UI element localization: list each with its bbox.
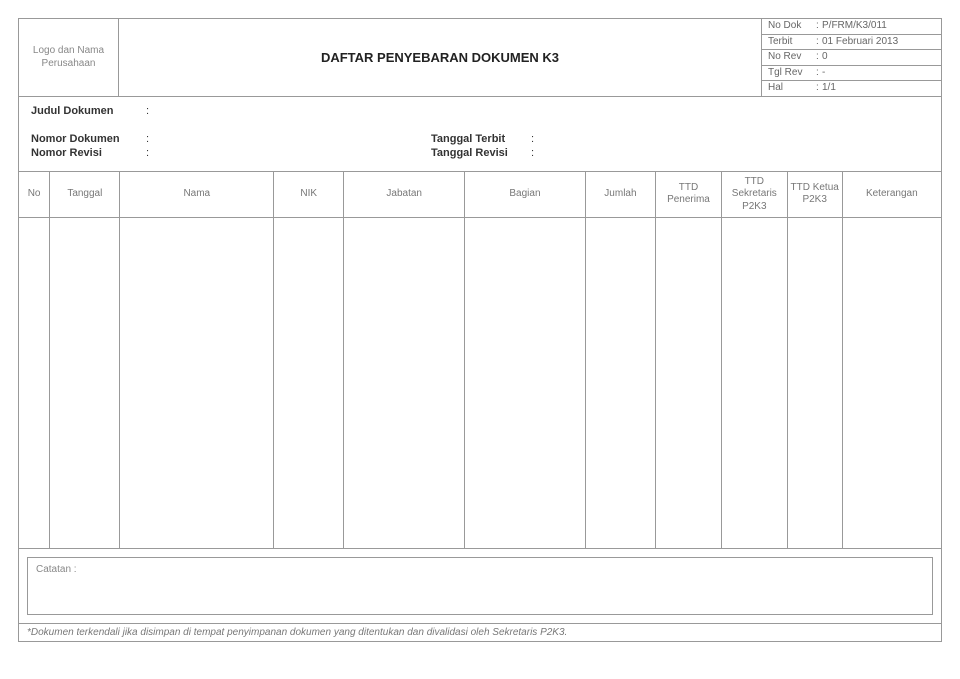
doc-meta: No Dok : P/FRM/K3/011 Terbit : 01 Februa… <box>761 19 941 96</box>
info-row-1: Nomor Dokumen : Tanggal Terbit : <box>31 133 929 145</box>
meta-row-norev: No Rev : 0 <box>762 50 941 66</box>
table-col-header: Keterangan <box>842 172 941 218</box>
table-col-header: Tanggal <box>50 172 120 218</box>
footer-note: *Dokumen terkendali jika disimpan di tem… <box>19 623 941 641</box>
doc-info: Judul Dokumen : Nomor Dokumen : Tanggal … <box>19 97 941 172</box>
header: Logo dan Nama Perusahaan DAFTAR PENYEBAR… <box>19 19 941 97</box>
meta-row-terbit: Terbit : 01 Februari 2013 <box>762 35 941 51</box>
info-colon: : <box>146 133 154 145</box>
meta-row-tglrev: Tgl Rev : - <box>762 66 941 82</box>
table-cell <box>465 218 586 548</box>
meta-label: No Rev <box>768 51 816 64</box>
table-cell <box>787 218 842 548</box>
table-cell <box>656 218 722 548</box>
table-header-row: NoTanggalNamaNIKJabatanBagianJumlahTTD P… <box>19 172 941 218</box>
table-cell <box>842 218 941 548</box>
info-label: Tanggal Terbit <box>431 133 531 145</box>
meta-value: 0 <box>822 51 935 64</box>
meta-label: No Dok <box>768 20 816 33</box>
info-row-2: Nomor Revisi : Tanggal Revisi : <box>31 147 929 159</box>
table-body-row <box>19 218 941 548</box>
table-cell <box>721 218 787 548</box>
info-label: Tanggal Revisi <box>431 147 531 159</box>
distribution-table: NoTanggalNamaNIKJabatanBagianJumlahTTD P… <box>19 172 941 548</box>
meta-value: - <box>822 67 935 80</box>
info-label: Nomor Dokumen <box>31 133 146 145</box>
meta-row-hal: Hal : 1/1 <box>762 81 941 96</box>
info-colon: : <box>146 147 154 159</box>
table-cell <box>274 218 344 548</box>
meta-label: Terbit <box>768 36 816 49</box>
form-document: Logo dan Nama Perusahaan DAFTAR PENYEBAR… <box>18 18 942 642</box>
table-col-header: Bagian <box>465 172 586 218</box>
table-col-header: Jumlah <box>585 172 655 218</box>
table-cell <box>19 218 50 548</box>
meta-label: Hal <box>768 82 816 95</box>
info-value <box>154 133 431 145</box>
info-value <box>154 105 929 117</box>
meta-value: P/FRM/K3/011 <box>822 20 935 33</box>
info-judul: Judul Dokumen : <box>31 105 929 117</box>
info-value <box>154 147 431 159</box>
meta-label: Tgl Rev <box>768 67 816 80</box>
meta-value: 1/1 <box>822 82 935 95</box>
table-col-header: NIK <box>274 172 344 218</box>
logo-text: Logo dan Nama Perusahaan <box>25 44 112 70</box>
table-col-header: No <box>19 172 50 218</box>
form-title: DAFTAR PENYEBARAN DOKUMEN K3 <box>119 19 761 96</box>
info-colon: : <box>531 147 539 159</box>
table-col-header: TTD Ketua P2K3 <box>787 172 842 218</box>
notes-box: Catatan : <box>27 557 933 615</box>
meta-value: 01 Februari 2013 <box>822 36 935 49</box>
info-label: Judul Dokumen <box>31 105 146 117</box>
info-colon: : <box>146 105 154 117</box>
notes-section: Catatan : <box>19 548 941 623</box>
table-cell <box>585 218 655 548</box>
table-cell <box>50 218 120 548</box>
table-col-header: Nama <box>120 172 274 218</box>
logo-placeholder: Logo dan Nama Perusahaan <box>19 19 119 96</box>
info-label: Nomor Revisi <box>31 147 146 159</box>
table-cell <box>120 218 274 548</box>
notes-label: Catatan : <box>36 564 77 575</box>
meta-row-nodok: No Dok : P/FRM/K3/011 <box>762 19 941 35</box>
info-colon: : <box>531 133 539 145</box>
table-col-header: TTD Penerima <box>656 172 722 218</box>
table-cell <box>344 218 465 548</box>
table-col-header: TTD Sekretaris P2K3 <box>721 172 787 218</box>
table-col-header: Jabatan <box>344 172 465 218</box>
